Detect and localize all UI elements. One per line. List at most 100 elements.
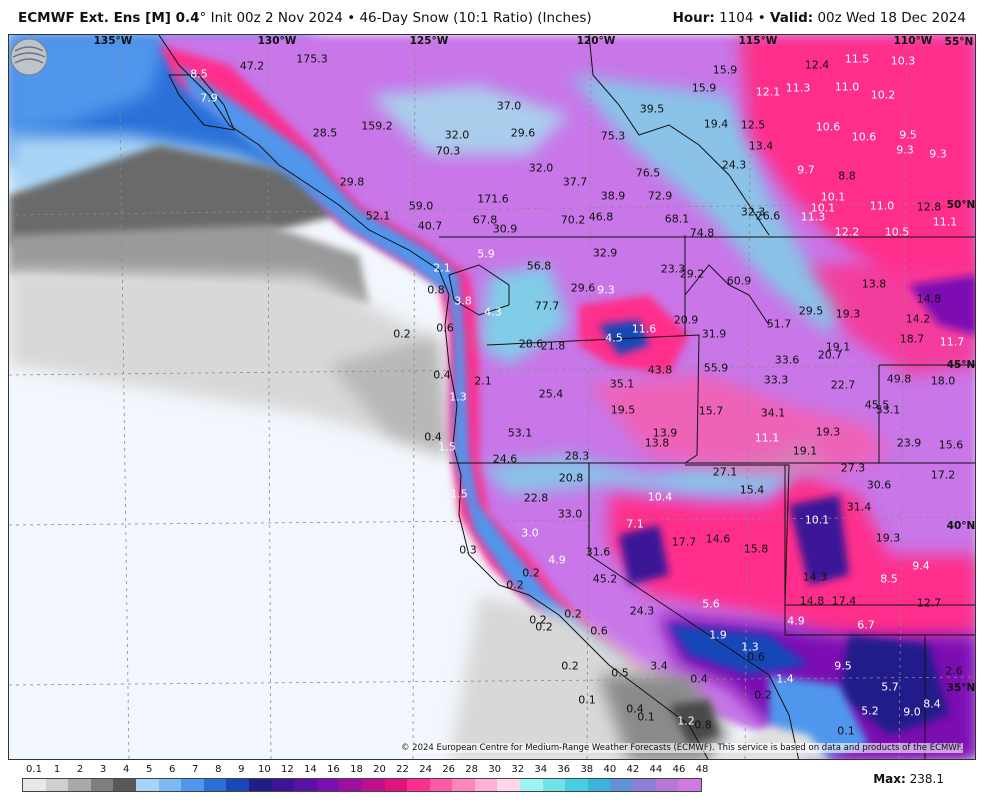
max-label: Max: bbox=[873, 772, 906, 786]
colorbar-swatch bbox=[497, 779, 521, 791]
init-time: Init 00z 2 Nov 2024 bbox=[210, 10, 343, 26]
colorbar-tick-label: 12 bbox=[281, 764, 294, 775]
colorbar-tick-label: 16 bbox=[327, 764, 340, 775]
colorbar-tick-label: 28 bbox=[465, 764, 479, 775]
snow-value-label: 2.6 bbox=[945, 664, 963, 678]
snow-value-label: 10.6 bbox=[815, 120, 841, 134]
grid-label-lat-35: 35°N bbox=[946, 682, 976, 694]
snow-value-label: 59.0 bbox=[408, 199, 434, 213]
snow-value-label: 5.2 bbox=[861, 704, 879, 718]
snow-value-label: 0.3 bbox=[459, 543, 477, 557]
snow-value-label: 0.5 bbox=[611, 666, 629, 680]
snow-value-label: 24.6 bbox=[492, 452, 518, 466]
snow-value-label: 9.0 bbox=[903, 705, 921, 719]
snow-value-label: 32.0 bbox=[444, 128, 470, 142]
map-background bbox=[9, 35, 975, 759]
snow-value-label: 11.1 bbox=[932, 215, 958, 229]
snow-value-label: 33.0 bbox=[557, 507, 583, 521]
snow-value-label: 0.2 bbox=[393, 327, 411, 341]
colorbar-swatch bbox=[68, 779, 91, 791]
colorbar-swatch bbox=[565, 779, 588, 791]
valid-time-info: Hour: 1104 • Valid: 00z Wed 18 Dec 2024 bbox=[672, 10, 966, 26]
copyright-notice: © 2024 European Centre for Medium-Range … bbox=[400, 743, 963, 753]
snow-value-label: 29.5 bbox=[798, 304, 824, 318]
snow-value-label: 14.3 bbox=[802, 570, 828, 584]
colorbar-tick-label: 48 bbox=[695, 764, 709, 775]
snow-value-label: 24.3 bbox=[721, 158, 747, 172]
coastline bbox=[158, 35, 709, 759]
colorbar-tick-label: 6 bbox=[169, 764, 176, 775]
snow-value-label: 0.8 bbox=[694, 718, 712, 732]
hour-label: Hour: bbox=[672, 10, 715, 26]
colorbar-tick-label: 3 bbox=[99, 764, 107, 775]
colorbar-swatch bbox=[113, 779, 136, 791]
snow-value-label: 1.5 bbox=[438, 440, 456, 454]
colorbar-tick-label: 10 bbox=[257, 764, 271, 775]
colorbar-tick-label: 14 bbox=[304, 764, 317, 775]
snow-value-label: 175.3 bbox=[296, 52, 328, 66]
colorbar-swatch bbox=[248, 779, 272, 791]
snow-value-label: 22.7 bbox=[830, 378, 856, 392]
snow-value-label: 23.3 bbox=[660, 262, 686, 276]
snow-value-label: 171.6 bbox=[477, 192, 509, 206]
colorbar-swatch bbox=[384, 779, 408, 791]
lat-lon-grid bbox=[9, 35, 975, 759]
snow-value-label: 37.0 bbox=[496, 99, 522, 113]
snow-value-label: 17.7 bbox=[671, 535, 697, 549]
snow-value-label: 14.2 bbox=[905, 312, 931, 326]
snow-value-label: 29.2 bbox=[679, 267, 705, 281]
snow-value-label: 32.0 bbox=[528, 161, 554, 175]
snow-value-label: 4.9 bbox=[787, 614, 805, 628]
snow-value-label: 15.9 bbox=[712, 63, 738, 77]
snow-value-label: 19.5 bbox=[610, 403, 636, 417]
colorbar-swatch bbox=[452, 779, 475, 791]
snow-value-label: 67.8 bbox=[472, 213, 498, 227]
snow-value-label: 0.6 bbox=[436, 321, 454, 335]
snow-value-label: 27.3 bbox=[840, 461, 866, 475]
colorbar-swatch bbox=[316, 779, 340, 791]
snow-value-label: 53.1 bbox=[875, 403, 901, 417]
snow-value-label: 56.8 bbox=[526, 259, 552, 273]
snow-value-label: 11.1 bbox=[754, 431, 780, 445]
grid-label-lat-55: 55°N bbox=[944, 36, 974, 48]
snow-value-label: 11.0 bbox=[834, 80, 860, 94]
snow-value-label: 7.1 bbox=[626, 517, 644, 531]
snow-value-label: 2.1 bbox=[433, 261, 451, 275]
colorbar-tick-label: 4 bbox=[122, 764, 130, 775]
grid-label-lat-50: 50°N bbox=[946, 199, 976, 211]
snow-value-label: 31.9 bbox=[701, 327, 727, 341]
snow-value-label: 33.3 bbox=[763, 373, 789, 387]
snow-value-label: 15.8 bbox=[743, 542, 769, 556]
snow-value-label: 28.6 bbox=[518, 337, 544, 351]
snow-value-label: 20.8 bbox=[558, 471, 584, 485]
snow-value-label: 3.0 bbox=[521, 526, 539, 540]
snow-value-label: 8.8 bbox=[838, 169, 856, 183]
snow-value-label: 5.6 bbox=[702, 597, 720, 611]
snow-value-label: 19.1 bbox=[792, 444, 818, 458]
snow-value-label: 43.8 bbox=[647, 363, 673, 377]
snow-value-label: 30.6 bbox=[866, 478, 892, 492]
snow-value-label: 31.4 bbox=[846, 500, 872, 514]
snow-value-label: 5.7 bbox=[881, 680, 899, 694]
snow-value-label: 18.0 bbox=[930, 374, 956, 388]
colorbar-swatch bbox=[587, 779, 611, 791]
snow-value-label: 9.7 bbox=[797, 163, 815, 177]
snow-value-label: 0.2 bbox=[535, 620, 553, 634]
colorbar-tick-label: 5 bbox=[145, 764, 153, 775]
snow-value-label: 0.4 bbox=[626, 702, 644, 716]
header-bar: ECMWF Ext. Ens [M] 0.4° Init 00z 2 Nov 2… bbox=[0, 0, 984, 34]
colorbar-tick-label: 38 bbox=[580, 764, 594, 775]
snow-value-label: 0.8 bbox=[427, 283, 445, 297]
grid-label-lon-120: 120°W bbox=[576, 35, 616, 47]
snow-value-label: 1.9 bbox=[709, 628, 727, 642]
snow-value-label: 0.1 bbox=[637, 710, 655, 724]
snow-value-label: 22.8 bbox=[523, 491, 549, 505]
chart-title: ECMWF Ext. Ens [M] 0.4° Init 00z 2 Nov 2… bbox=[18, 10, 592, 26]
snow-value-label: 19.4 bbox=[703, 117, 729, 131]
grid-label-lon-130: 130°W bbox=[257, 35, 297, 47]
snow-value-label: 11.0 bbox=[869, 199, 895, 213]
colorbar-tick-label: 34 bbox=[534, 764, 548, 775]
snow-value-label: 35.1 bbox=[609, 377, 635, 391]
snow-value-label: 0.2 bbox=[506, 578, 524, 592]
snow-value-label: 23.9 bbox=[896, 436, 922, 450]
